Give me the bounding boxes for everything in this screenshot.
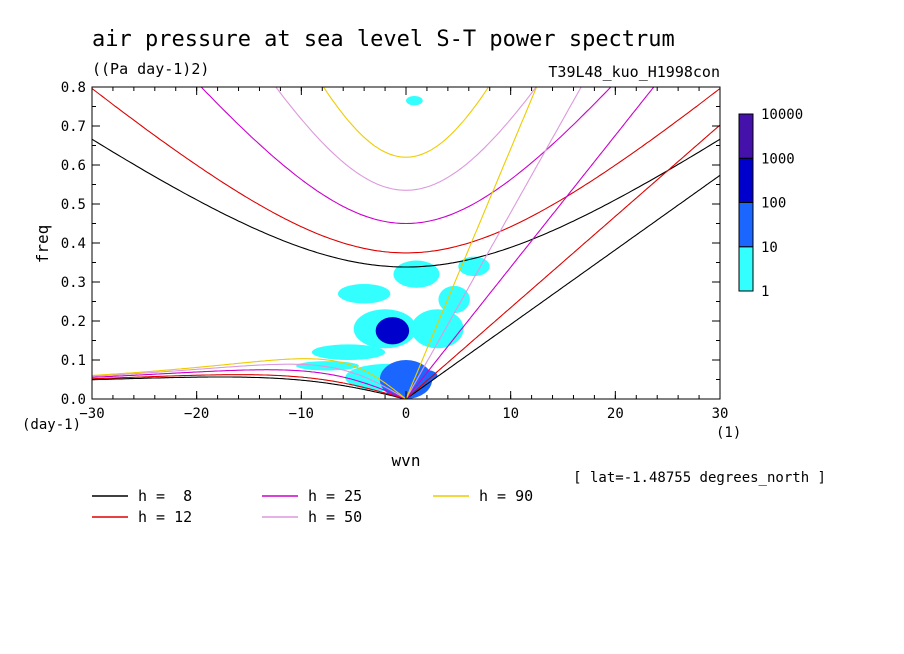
spectrum-blob-12 xyxy=(406,95,423,106)
curve-rossby-h90 xyxy=(92,358,407,399)
curve-ig-h25 xyxy=(200,87,612,225)
curve-ig-h12 xyxy=(92,88,720,254)
x-axis-label: wvn xyxy=(392,451,421,470)
chart-title: air pressure at sea level S-T power spec… xyxy=(92,27,675,52)
dispersion-curves xyxy=(92,87,720,399)
x-tick-label: −10 xyxy=(289,406,314,422)
curve-ig-h8 xyxy=(92,138,720,268)
y-tick-label: 0.2 xyxy=(61,314,86,330)
y-tick-label: 0.3 xyxy=(61,275,86,291)
experiment-label: T39L48_kuo_H1998con xyxy=(548,63,720,81)
x-tick-label: 20 xyxy=(607,406,624,422)
y-axis-label: freq xyxy=(33,225,52,264)
colorbar-label: 10 xyxy=(761,240,778,256)
spectrum-blob-11 xyxy=(296,361,359,371)
colorbar-label: 1000 xyxy=(761,151,795,167)
curve-ig-h90 xyxy=(322,87,490,158)
curve-kelvin-h25 xyxy=(405,87,655,399)
spectrum-blob-7 xyxy=(438,285,470,314)
y-tick-label: 0.5 xyxy=(61,197,86,213)
y-tick-label: 0.7 xyxy=(61,119,86,135)
x-tick-label: −20 xyxy=(184,406,209,422)
curve-kelvin-h90 xyxy=(405,87,538,399)
colorbar-segment xyxy=(738,157,754,203)
y-tick-label: 0.4 xyxy=(61,236,86,252)
axis-ticks: −30 −20 −10 0 10 20 30 0.0 0.1 0.2 0.3 0.4 0.5 0.6 0.7… xyxy=(61,80,729,422)
curve-rossby-h8 xyxy=(92,376,407,399)
colorbar-segment xyxy=(738,246,754,292)
spectrum-blobs xyxy=(296,95,490,399)
legend-label-h12: h = 12 xyxy=(138,508,192,526)
curve-rossby-h25 xyxy=(92,369,407,399)
curve-kelvin-h12 xyxy=(405,124,720,399)
curve-ig-h50 xyxy=(275,87,537,191)
y-tick-label: 0.8 xyxy=(61,80,86,96)
spectrum-blob-6 xyxy=(393,260,440,288)
spectrum-blob-8 xyxy=(458,256,490,277)
chart-units: ((Pa day-1)2) xyxy=(92,60,209,78)
legend-label-h90: h = 90 xyxy=(479,487,533,505)
legend-label-h50: h = 50 xyxy=(308,508,362,526)
x-tick-label: −30 xyxy=(79,406,104,422)
colorbar-segment xyxy=(738,113,754,159)
spectrum-blob-9 xyxy=(337,283,391,304)
colorbar: 1 10 100 1000 10000 xyxy=(738,107,803,300)
spectrum-blob-10 xyxy=(311,344,386,361)
curve-rossby-h50 xyxy=(92,363,407,399)
colorbar-label: 1 xyxy=(761,284,769,300)
y-axis-unit: (day-1) xyxy=(22,417,81,433)
y-tick-label: 0.1 xyxy=(61,353,86,369)
x-tick-label: 30 xyxy=(712,406,729,422)
curve-rossby-h12 xyxy=(92,374,407,399)
y-tick-label: 0.6 xyxy=(61,158,86,174)
legend: h = 8 h = 12 h = 25 h = 50 h = 90 xyxy=(92,487,533,526)
legend-label-h25: h = 25 xyxy=(308,487,362,505)
colorbar-segment xyxy=(738,202,754,248)
curve-kelvin-h50 xyxy=(405,87,582,399)
spectrum-blob-1 xyxy=(375,317,410,345)
location-note: [ lat=-1.48755 degrees_north ] xyxy=(573,470,826,486)
legend-label-h8: h = 8 xyxy=(138,487,192,505)
y-tick-label: 0.0 xyxy=(61,392,86,408)
colorbar-label: 10000 xyxy=(761,107,803,123)
curve-kelvin-h8 xyxy=(405,174,720,399)
colorbar-label: 100 xyxy=(761,196,786,212)
x-axis-unit: (1) xyxy=(716,425,741,441)
x-tick-label: 0 xyxy=(402,406,410,422)
x-tick-label: 10 xyxy=(502,406,519,422)
